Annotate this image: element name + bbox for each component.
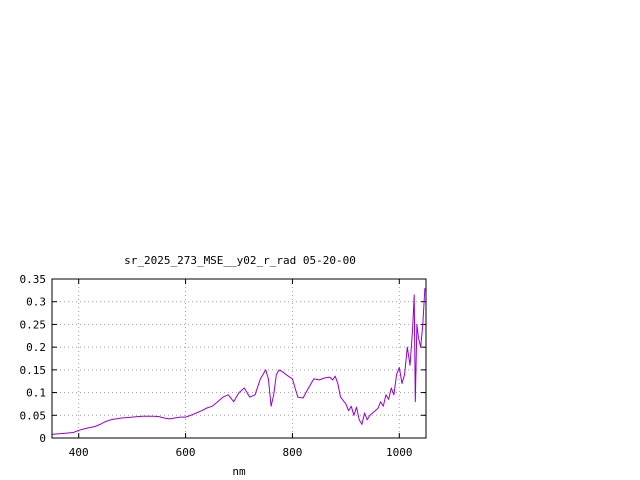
y-tick-label: 0.35 <box>20 273 47 286</box>
grid-lines <box>52 279 426 438</box>
y-axis-ticks: 0 0.05 0.1 0.15 0.2 0.25 0.3 0.35 <box>20 273 426 445</box>
x-axis-label: nm <box>232 465 246 478</box>
x-axis-ticks: 400 600 800 1000 <box>69 279 413 459</box>
series-group <box>51 288 426 435</box>
y-tick-label: 0 <box>39 432 46 445</box>
x-tick-label: 600 <box>176 446 196 459</box>
y-tick-label: 0.3 <box>26 296 46 309</box>
y-tick-label: 0.25 <box>20 318 47 331</box>
x-tick-label: 1000 <box>386 446 413 459</box>
y-tick-label: 0.15 <box>20 364 47 377</box>
x-tick-label: 800 <box>282 446 302 459</box>
plot-frame <box>51 278 427 439</box>
x-tick-label: 400 <box>69 446 89 459</box>
y-tick-label: 0.2 <box>26 341 46 354</box>
y-tick-label: 0.1 <box>26 387 46 400</box>
chart-title: sr_2025_273_MSE__y02_r_rad 05-20-00 <box>124 254 356 267</box>
y-tick-label: 0.05 <box>20 409 47 422</box>
series-line <box>51 288 426 435</box>
